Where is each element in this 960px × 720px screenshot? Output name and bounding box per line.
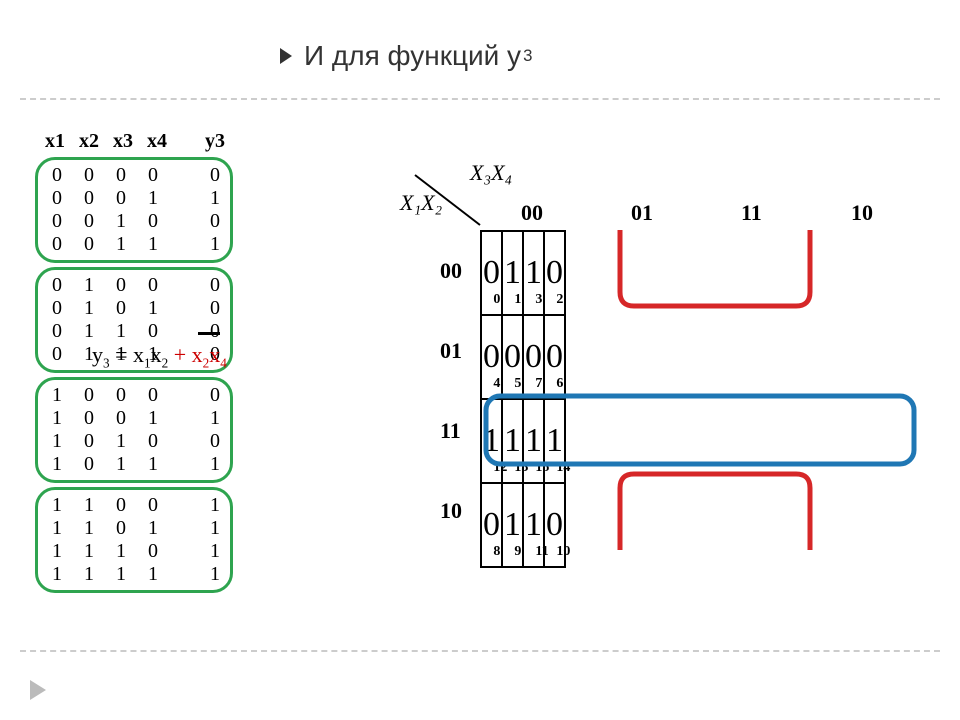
kmap-cell: 111 (523, 483, 544, 567)
divider-top (20, 98, 940, 100)
kmap-cell: 115 (523, 399, 544, 483)
truth-table-group: 10000100111010010111 (35, 377, 233, 483)
th-x4: x4 (147, 130, 167, 153)
table-row: 11111 (52, 563, 220, 586)
formula-plus: + (174, 342, 186, 367)
table-row: 01000 (52, 274, 220, 297)
table-row: 10000 (52, 384, 220, 407)
kmap-row-label: 10 (440, 498, 462, 524)
formula-eq: = (115, 342, 133, 367)
th-x1: x1 (45, 130, 65, 153)
chevron-icon (30, 680, 46, 700)
kmap-col-label: 11 (741, 200, 762, 226)
kmap-cell: 112 (481, 399, 502, 483)
kmap-cell: 19 (502, 483, 523, 567)
th-y: y3 (205, 130, 225, 153)
kmap-cell: 04 (481, 315, 502, 399)
kmap-cell: 113 (502, 399, 523, 483)
kmap-cell: 05 (502, 315, 523, 399)
table-row: 00011 (52, 187, 220, 210)
table-row: 11001 (52, 494, 220, 517)
kmap-cell: 08 (481, 483, 502, 567)
formula: y3 = x1x2 + x2x4 (92, 342, 227, 371)
kmap-col-label: 00 (521, 200, 543, 226)
axis-top: X₃X₄ (470, 160, 512, 186)
formula-lhs-sub: 3 (103, 355, 110, 370)
table-row: 10111 (52, 453, 220, 476)
table-row: 00100 (52, 210, 220, 233)
kmap-cell: 11 (502, 231, 523, 315)
kmap-cell: 010 (544, 483, 565, 567)
formula-lhs: y (92, 342, 103, 367)
th-x3: x3 (113, 130, 133, 153)
table-row: 01100 (52, 320, 220, 343)
table-row: 11011 (52, 517, 220, 540)
term1: x1x2 (133, 342, 168, 367)
th-x2: x2 (79, 130, 99, 153)
table-row: 11101 (52, 540, 220, 563)
kmap-row-label: 00 (440, 258, 462, 284)
kmap-cell: 00 (481, 231, 502, 315)
term2: x2x4 (192, 342, 227, 367)
table-row: 01010 (52, 297, 220, 320)
kmap-group-open (620, 230, 810, 306)
page-title: И для функций y 3 (280, 40, 532, 72)
kmap-cell: 07 (523, 315, 544, 399)
title-sub: 3 (523, 46, 532, 66)
kmap-cell: 06 (544, 315, 565, 399)
kmap-cell: 02 (544, 231, 565, 315)
table-row: 00000 (52, 164, 220, 187)
bullet-icon (280, 48, 292, 64)
kmap-row-label: 01 (440, 338, 462, 364)
kmap-cell: 114 (544, 399, 565, 483)
kmap-cell: 13 (523, 231, 544, 315)
table-row: 10100 (52, 430, 220, 453)
divider-bottom (20, 650, 940, 652)
title-text: И для функций y (304, 40, 521, 72)
truth-table-header: x1 x2 x3 x4 y3 (45, 130, 233, 153)
truth-table-group: 11001110111110111111 (35, 487, 233, 593)
kmap-group-open (620, 474, 810, 550)
truth-table-group: 00000000110010000111 (35, 157, 233, 263)
kmap-col-label: 01 (631, 200, 653, 226)
overbar-x2 (198, 332, 220, 335)
kmap-grid: 00111302 04050706 112113115114 0819111010 (480, 230, 566, 568)
table-row: 00111 (52, 233, 220, 256)
axis-left: X₁X₂ (400, 190, 442, 216)
table-row: 10011 (52, 407, 220, 430)
kmap-row-label: 11 (440, 418, 461, 444)
kmap-col-label: 10 (851, 200, 873, 226)
